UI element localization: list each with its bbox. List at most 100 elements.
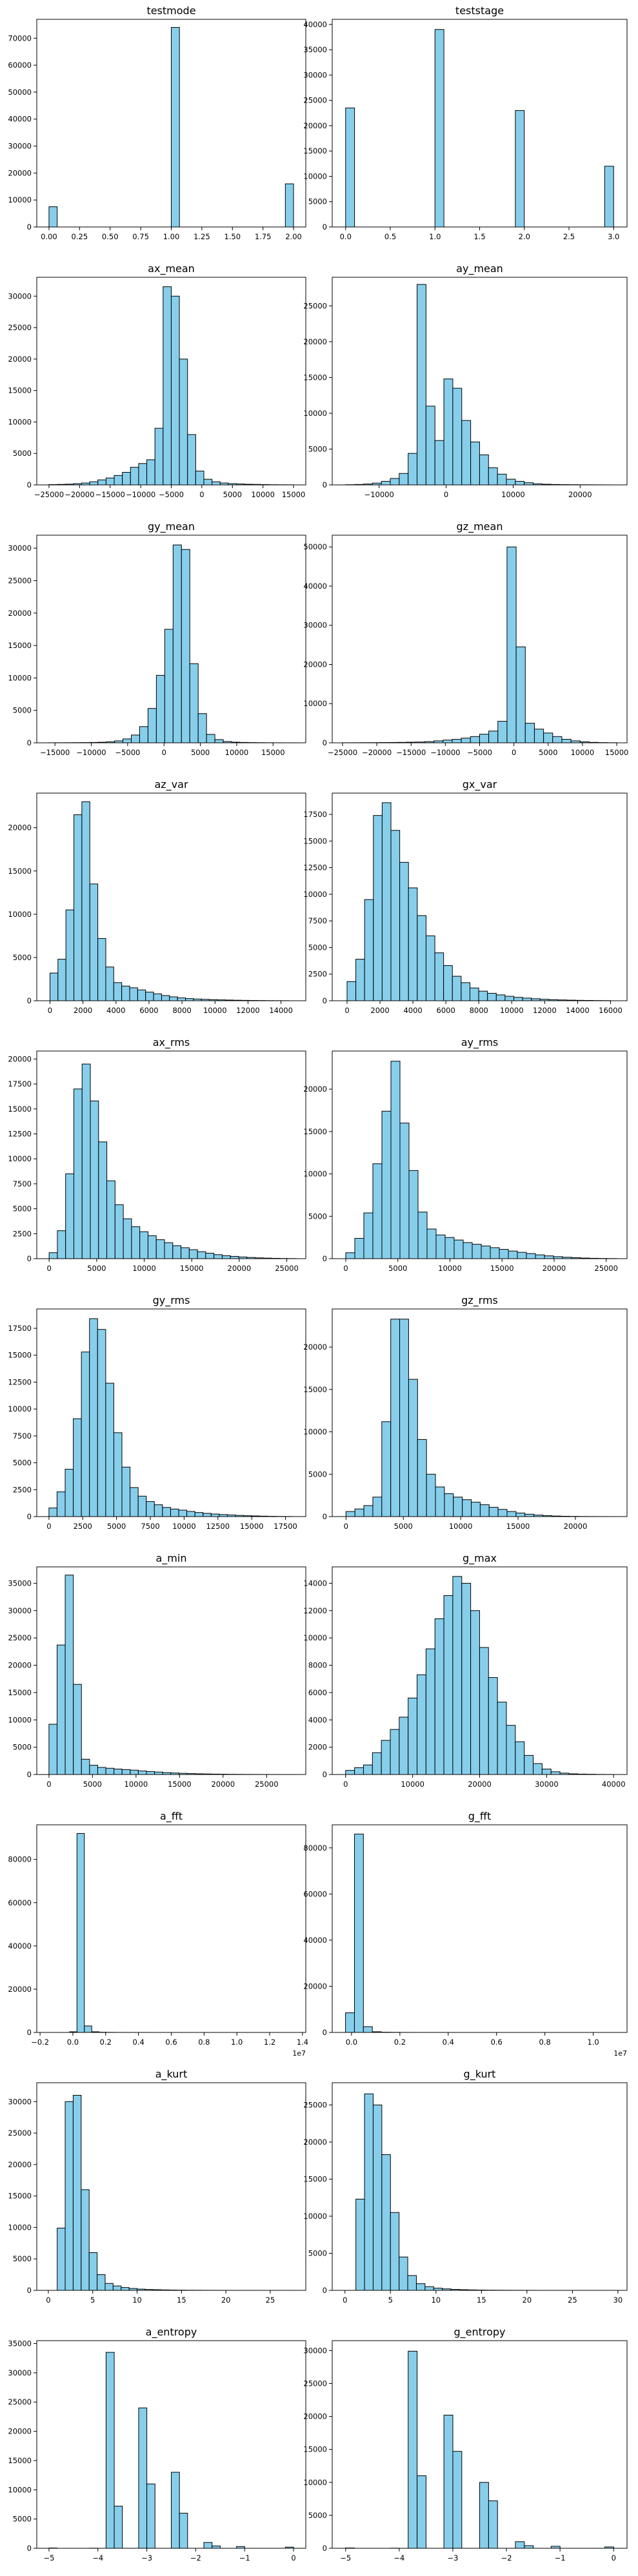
x-tick-label: 0.4: [132, 2038, 144, 2047]
y-tick-label: 25000: [303, 96, 327, 105]
histogram-bar: [506, 478, 516, 486]
histogram-bar: [487, 992, 497, 1001]
histogram-bar: [65, 909, 75, 1001]
x-tick-label: 0: [343, 1264, 348, 1273]
y-tick-label: 0: [27, 2544, 32, 2553]
axes-frame: [36, 1566, 306, 1775]
histogram-bar: [488, 467, 498, 486]
histogram-bar: [452, 976, 462, 1001]
y-tick-label: 12500: [8, 1129, 32, 1138]
histogram-bar: [372, 1163, 383, 1259]
x-tick-label: 40000: [602, 1780, 626, 1789]
y-tick-label: 40000: [303, 20, 327, 29]
axes-frame: [36, 792, 306, 1001]
chart-title: a_fft: [160, 1810, 183, 1823]
y-tick-label: 25000: [8, 2129, 32, 2138]
x-tick-label: 1.0: [231, 2038, 243, 2047]
chart-title: ax_rms: [153, 1036, 190, 1049]
histogram-bar: [57, 1230, 66, 1259]
x-tick-label: −5: [340, 2553, 351, 2562]
x-tick-label: 17500: [274, 1522, 297, 1531]
x-tick-label: 12000: [533, 1006, 557, 1015]
x-tick-label: 1.0: [429, 232, 441, 241]
x-tick-label: 0: [612, 2553, 616, 2562]
y-tick-label: 0: [27, 1770, 32, 1779]
x-tick-label: −4: [92, 2553, 103, 2562]
y-tick-label: 0: [323, 1770, 327, 1779]
y-tick-label: 25000: [8, 576, 32, 585]
histogram-bar: [65, 1469, 74, 1517]
histogram-bar: [533, 1763, 543, 1775]
y-tick-label: 10000: [303, 890, 327, 899]
histogram-bar: [508, 1250, 518, 1259]
x-tick-label: −3: [447, 2553, 458, 2562]
histogram-bar: [74, 814, 83, 1001]
x-tick-label: 2.00: [285, 232, 302, 241]
histogram-bar: [408, 1379, 418, 1517]
y-tick-label: 20000: [8, 2160, 32, 2169]
y-tick-label: 0: [27, 996, 32, 1005]
histogram-bar: [472, 1244, 482, 1259]
x-tick-label: 25000: [275, 1264, 299, 1273]
histogram-bar: [604, 166, 614, 228]
histogram-bar: [461, 982, 470, 1001]
y-tick-label: 0: [27, 2028, 32, 2037]
histogram-bar: [543, 732, 553, 743]
y-tick-label: 10000: [8, 673, 32, 682]
y-tick-label: 12000: [303, 1606, 327, 1615]
histogram-bar: [114, 2506, 123, 2549]
histogram-bar: [88, 2252, 98, 2291]
histogram-bar: [81, 801, 90, 1001]
histogram-bar: [284, 183, 294, 228]
histogram-bar: [381, 1421, 392, 1517]
histogram-bar: [443, 379, 454, 486]
histogram-bar: [137, 989, 146, 1001]
histogram-bar: [417, 915, 426, 1001]
histogram-bar: [497, 721, 508, 743]
x-tick-label: 12000: [236, 1006, 260, 1015]
histogram-bar: [97, 479, 106, 486]
histogram-bar: [390, 2212, 400, 2291]
histogram-bar: [425, 935, 435, 1001]
histogram-bar: [106, 1180, 115, 1259]
histogram-bar: [221, 1255, 231, 1259]
axes-frame: [36, 1050, 306, 1259]
histogram-bar: [550, 1771, 561, 1775]
histogram-bar: [364, 2093, 374, 2291]
axes-frame: [36, 535, 306, 743]
histogram-bar: [478, 990, 488, 1001]
x-tick-label: 14000: [269, 1006, 293, 1015]
x-tick-label: 14000: [566, 1006, 590, 1015]
y-tick-label: 6000: [308, 1688, 327, 1697]
y-tick-label: 20000: [8, 1985, 32, 1994]
histogram-bar: [122, 471, 131, 486]
histogram-bar: [417, 2475, 426, 2549]
histogram-bar: [443, 2415, 454, 2549]
histogram-bar: [345, 107, 355, 228]
histogram-bar: [146, 459, 155, 486]
histogram-bar: [139, 1231, 148, 1259]
y-tick-label: 5000: [13, 1459, 32, 1468]
histogram-gz-rms: gz_rms 0 5000 10000 15000 20000 0 5000 10000 1500…: [303, 1294, 628, 1531]
histogram-bar: [203, 1513, 212, 1517]
x-tick-label: 6000: [437, 1006, 455, 1015]
x-tick-label: 0: [344, 1006, 349, 1015]
y-tick-label: 17500: [8, 1079, 32, 1088]
histogram-bar: [390, 830, 401, 1001]
x-tick-label: 5: [90, 2296, 95, 2305]
histogram-bar: [373, 815, 383, 1001]
y-tick-label: 0: [323, 2028, 327, 2037]
y-tick-label: 7500: [308, 916, 327, 925]
y-tick-label: 0: [27, 1512, 32, 1521]
histogram-bar: [470, 1610, 480, 1775]
histogram-bar: [345, 2012, 355, 2033]
x-tick-label: 10000: [500, 1006, 524, 1015]
histogram-bar: [479, 2482, 489, 2549]
y-tick-label: 10000: [303, 699, 327, 708]
x-tick-label: 0.0: [340, 232, 352, 241]
y-tick-label: 15000: [303, 1385, 327, 1394]
histogram-bar: [177, 998, 186, 1001]
y-tick-label: 15000: [8, 867, 32, 876]
y-tick-label: 10000: [303, 1633, 327, 1642]
y-tick-label: 20000: [8, 609, 32, 618]
